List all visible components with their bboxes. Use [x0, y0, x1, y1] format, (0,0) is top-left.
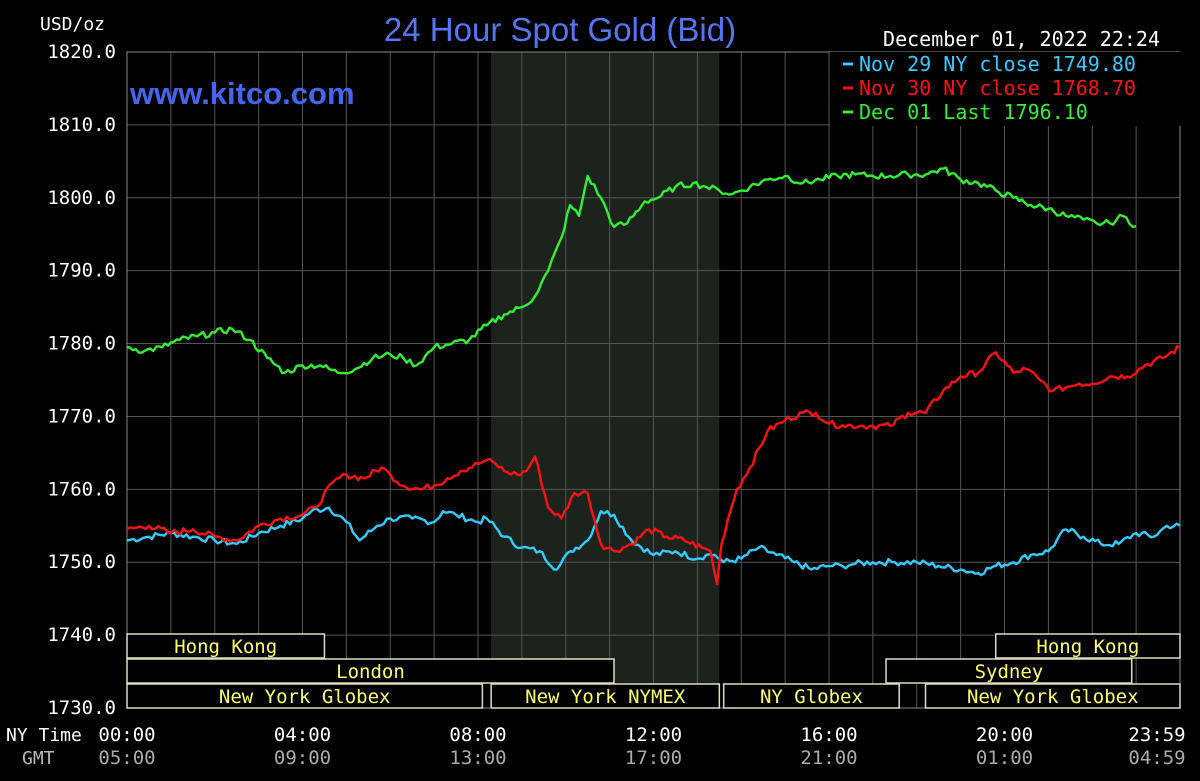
- gmt-label: GMT: [22, 748, 55, 769]
- session-box: [490, 683, 721, 709]
- x-tick-label-ny: 08:00: [449, 724, 506, 746]
- chart-title: 24 Hour Spot Gold (Bid): [384, 11, 736, 48]
- session-box: [126, 633, 326, 659]
- session-box: [924, 683, 1181, 709]
- datetime-label: December 01, 2022 22:24: [883, 27, 1160, 51]
- ny-time-label: NY Time: [6, 725, 82, 746]
- y-tick-label: 1810.0: [47, 114, 116, 136]
- x-tick-label-gmt: 09:00: [274, 747, 331, 769]
- x-tick-label-gmt: 17:00: [625, 747, 682, 769]
- x-tick-label-ny: 00:00: [98, 724, 155, 746]
- trading-sessions: Hong Kong Hong Kong London Sydney New York G…: [126, 633, 1181, 709]
- unit-label: USD/oz: [40, 14, 105, 35]
- x-tick-label-ny: 04:00: [274, 724, 331, 746]
- series-line-2: [126, 166, 1137, 375]
- x-tick-label-gmt: 13:00: [449, 747, 506, 769]
- session-label: NY Globex: [760, 686, 863, 708]
- y-tick-label: 1760.0: [47, 478, 116, 500]
- legend-entry: Dec 01 Last 1796.10: [859, 100, 1088, 124]
- x-tick-label-ny: 23:59: [1128, 724, 1185, 746]
- legend-entry: Nov 29 NY close 1749.80: [859, 52, 1136, 76]
- session-label: New York NYMEX: [525, 686, 686, 708]
- session-label: Hong Kong: [1036, 636, 1139, 658]
- series-line-1: [126, 345, 1181, 586]
- y-tick-label: 1770.0: [47, 405, 116, 427]
- legend-entry: Nov 30 NY close 1768.70: [859, 76, 1136, 100]
- x-tick-label-gmt: 04:59: [1128, 747, 1185, 769]
- session-box: [885, 658, 1133, 684]
- x-tick-label-ny: 20:00: [976, 724, 1033, 746]
- session-label: Sydney: [975, 661, 1044, 683]
- session-label: Hong Kong: [174, 636, 277, 658]
- nymex-session-shade: [491, 52, 720, 708]
- y-tick-label: 1780.0: [47, 333, 116, 355]
- y-axis: 1820.0 1810.0 1800.0 1790.0 1780.0 1770.0 1760…: [47, 41, 116, 719]
- x-tick-label-ny: 12:00: [625, 724, 682, 746]
- session-box: [126, 683, 484, 709]
- y-tick-label: 1800.0: [47, 187, 116, 209]
- session-label: New York Globex: [967, 686, 1139, 708]
- x-tick-label-gmt: 05:00: [98, 747, 155, 769]
- y-tick-label: 1790.0: [47, 260, 116, 282]
- x-tick-label-gmt: 01:00: [976, 747, 1033, 769]
- y-tick-label: 1740.0: [47, 624, 116, 646]
- legend-box: [830, 52, 1184, 126]
- session-label: London: [336, 661, 405, 683]
- website-label: www.kitco.com: [129, 76, 355, 111]
- session-box: [126, 658, 615, 684]
- price-series: [126, 166, 1181, 586]
- y-tick-label: 1820.0: [47, 41, 116, 63]
- y-tick-label: 1730.0: [47, 697, 116, 719]
- session-label: New York Globex: [219, 686, 391, 708]
- session-box: [722, 683, 900, 709]
- session-box: [994, 633, 1181, 659]
- x-tick-label-ny: 16:00: [800, 724, 857, 746]
- x-tick-label-gmt: 21:00: [800, 747, 857, 769]
- y-tick-label: 1750.0: [47, 551, 116, 573]
- series-line-0: [126, 506, 1181, 577]
